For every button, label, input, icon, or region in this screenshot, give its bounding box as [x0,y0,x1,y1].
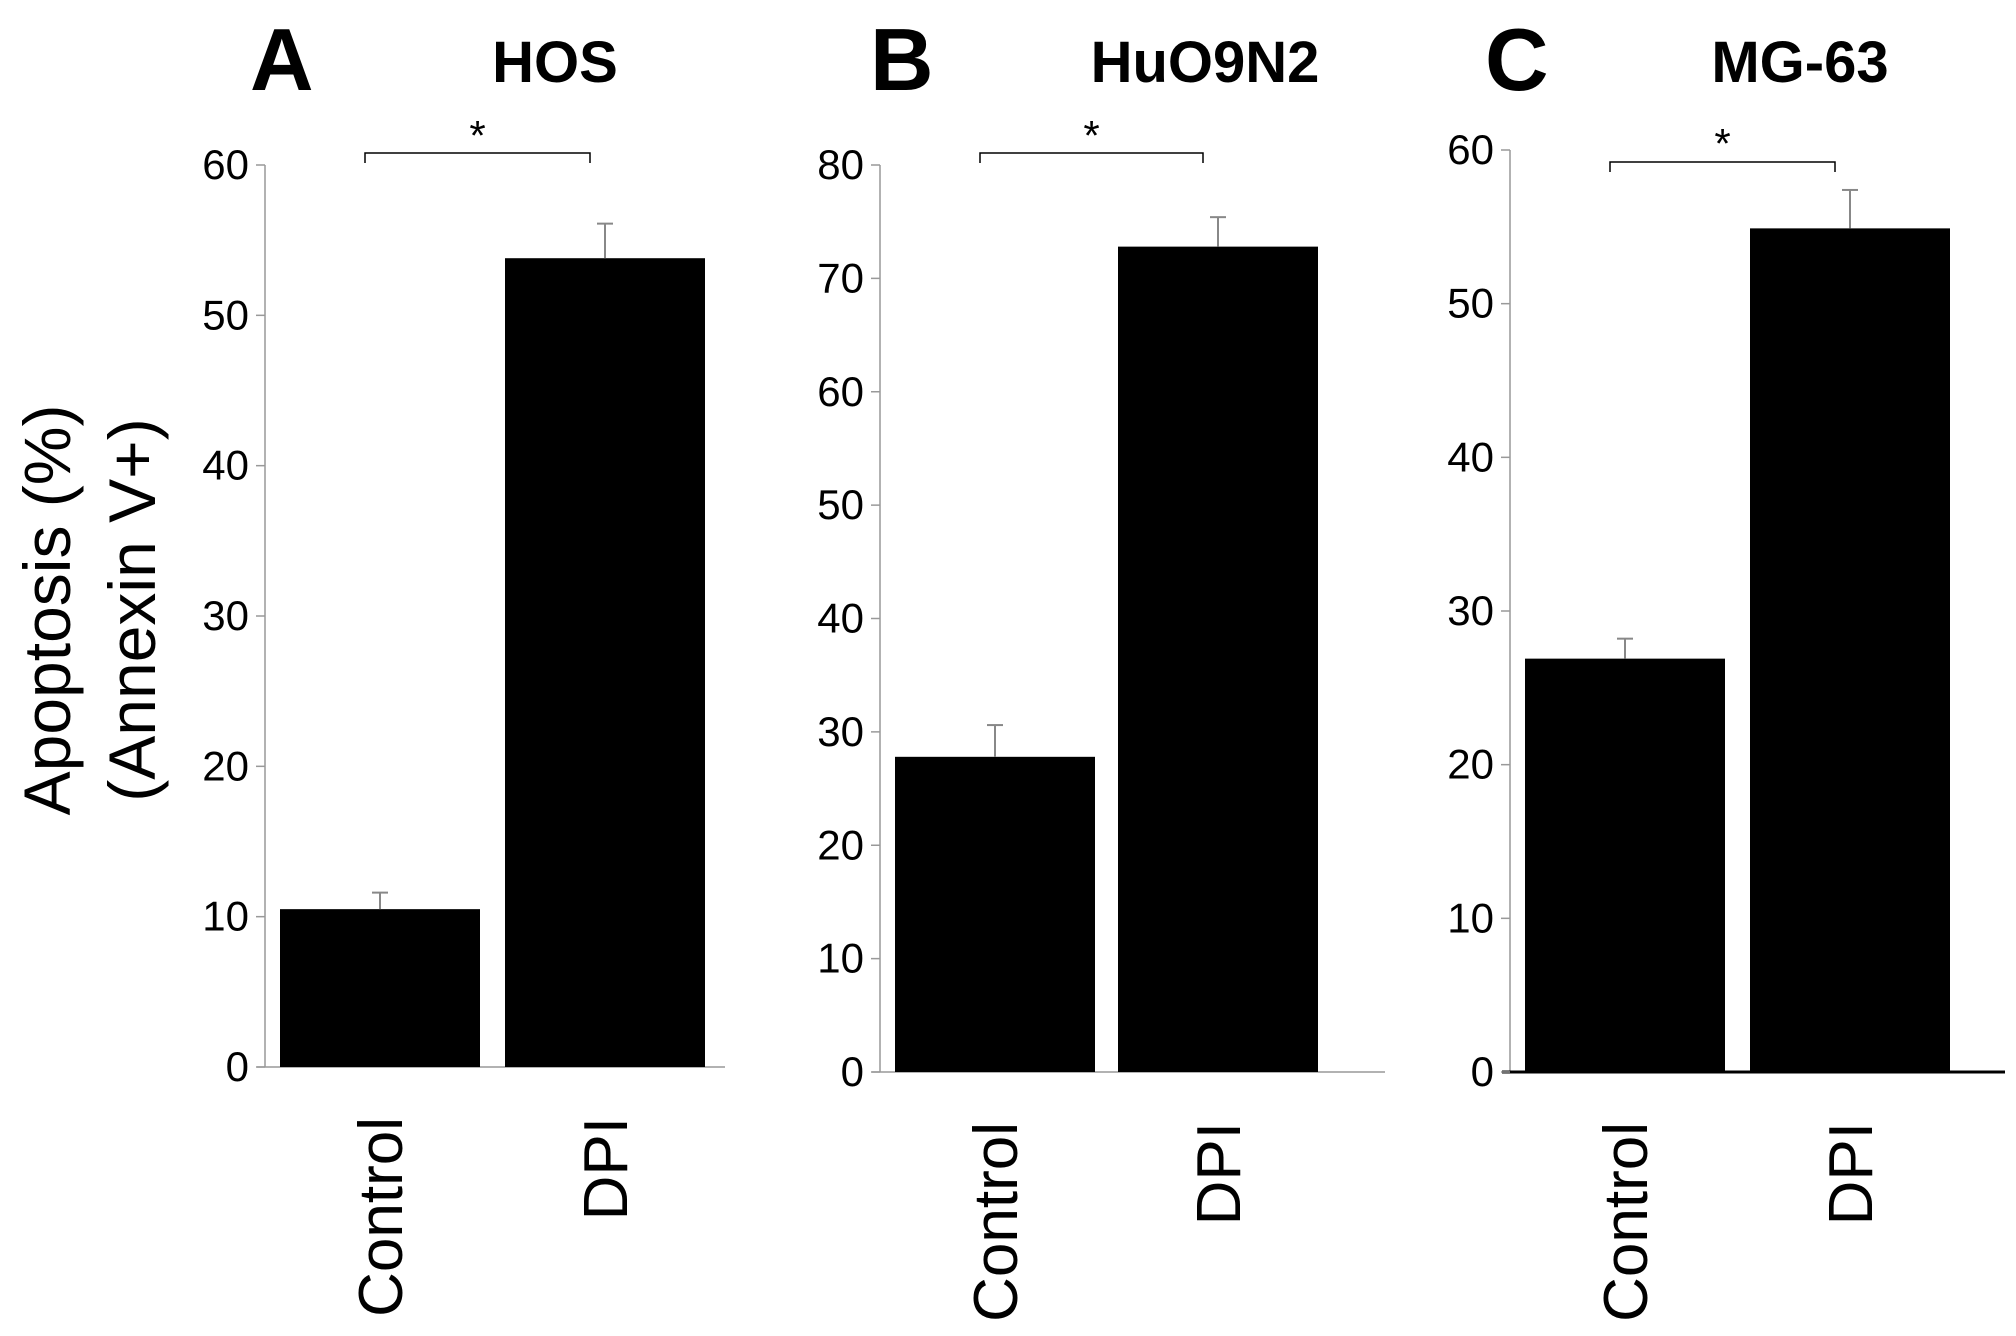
panel-title: MG-63 [1711,30,1888,95]
plot-area: 0 10 20 30 40 50 60 Control DPI * [1447,120,2005,1322]
y-tick-label: 0 [1471,1048,1494,1095]
significance-bracket [1609,161,1836,172]
panel-letter: A [250,10,314,109]
y-tick-label: 10 [202,893,249,940]
y-tick-label: 20 [817,821,864,868]
significance-bracket [364,152,591,163]
y-axis-title-line-2: (Annexin V+) [95,418,169,801]
significance-label: * [469,112,485,159]
panel-title: HOS [492,30,618,95]
y-tick-label: 10 [817,935,864,982]
category-label: DPI [1185,1122,1254,1225]
significance-label: * [1083,112,1099,159]
panel-letter: B [870,10,934,109]
y-tick-label: 80 [817,141,864,188]
y-axis-title-line-1: Apoptosis (%) [10,405,84,816]
panel-letter: C [1485,10,1549,109]
category-label: Control [347,1117,416,1317]
category-label: Control [1592,1122,1661,1322]
panel-title: HuO9N2 [1091,30,1320,95]
y-tick-label: 60 [817,368,864,415]
y-tick-label: 40 [817,595,864,642]
significance-bracket [979,152,1204,163]
y-tick-label: 30 [1447,587,1494,634]
y-axis-title: Apoptosis (%) (Annexin V+) [10,405,169,816]
y-tick-label: 0 [226,1043,249,1090]
y-tick-label: 40 [1447,433,1494,480]
y-tick-label: 20 [1447,741,1494,788]
panel-a: A HOS 0 10 20 30 40 50 60 Control DPI * [202,10,725,1317]
y-tick-label: 60 [1447,126,1494,173]
bar-control [280,909,480,1067]
y-tick-label: 20 [202,742,249,789]
y-tick-label: 0 [841,1048,864,1095]
panel-b: B HuO9N2 0 10 20 30 40 50 60 70 80 Control DPI * [817,10,1385,1322]
bar-dpi [1750,228,1950,1072]
plot-area: 0 10 20 30 40 50 60 Control DPI * [202,112,725,1317]
bar-dpi [1118,246,1318,1072]
category-label: Control [962,1122,1031,1322]
y-tick-label: 50 [202,291,249,338]
category-label: DPI [572,1117,641,1220]
y-tick-label: 50 [817,481,864,528]
significance-label: * [1714,120,1730,167]
panel-c: C MG-63 0 10 20 30 40 50 60 Control DPI * [1447,10,2005,1322]
y-tick-label: 30 [202,592,249,639]
y-tick-label: 60 [202,141,249,188]
bar-control [895,756,1095,1072]
plot-area: 0 10 20 30 40 50 60 70 80 Control DPI * [817,112,1385,1322]
bar-control [1525,658,1725,1072]
bar-dpi [505,258,705,1067]
y-tick-label: 30 [817,708,864,755]
y-tick-label: 70 [817,254,864,301]
y-tick-label: 10 [1447,894,1494,941]
category-label: DPI [1817,1122,1886,1225]
y-tick-label: 40 [202,442,249,489]
y-tick-label: 50 [1447,280,1494,327]
